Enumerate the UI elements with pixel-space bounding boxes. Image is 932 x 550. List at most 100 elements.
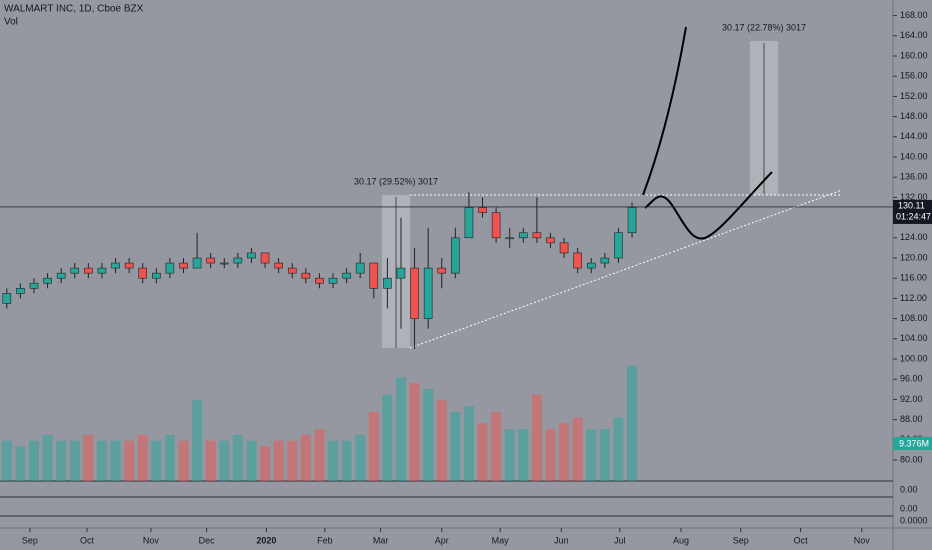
range-label: 30.17 (29.52%) 3017 [354,176,438,186]
volume-bar [395,377,406,481]
candle-body [478,207,487,213]
y-tick-label: 156.00 [900,71,928,81]
x-tick-label: Oct [80,535,95,545]
x-tick-label: Jul [614,535,626,545]
volume-bar [273,440,284,481]
candle-body [287,267,297,274]
volume-label-box [893,437,932,450]
volume-bar [69,440,80,481]
pane-tick-label: 0.00 [900,484,918,494]
candle-body [179,262,188,269]
x-tick-label: Jun [554,535,569,545]
x-tick-label: Nov [143,535,160,545]
candle-body [532,232,542,239]
volume-bar [219,440,230,481]
candle-body [219,262,229,265]
candle-body [464,207,474,239]
x-tick-label: Sep [22,535,38,545]
y-tick-label: 116.00 [900,273,927,283]
volume-title: Vol [4,17,18,28]
y-tick-label: 108.00 [900,313,928,323]
y-tick-label: 140.00 [900,151,928,161]
y-tick-label: 92.00 [900,394,923,404]
x-tick-label: Feb [317,535,333,545]
volume-bar [42,434,53,481]
candle-body [70,267,80,274]
candle-body [97,267,107,274]
y-tick-label: 112.00 [900,293,927,303]
candle-body [328,277,338,284]
volume-bar [28,440,39,481]
candle-body [586,262,596,269]
volume-bar [1,440,12,481]
volume-bar [613,417,624,481]
volume-bar [15,446,26,481]
candle-body [29,282,39,289]
volume-bar [423,388,434,481]
candle-body [206,257,215,264]
volume-bar [409,383,420,481]
volume-bar [328,440,339,481]
candle-body [614,232,623,259]
x-tick-label: 2020 [256,535,276,545]
volume-bar [504,429,515,481]
candle-body [410,267,419,319]
x-tick-label: Nov [854,535,871,545]
candle-body [2,293,12,304]
volume-bar [531,394,542,481]
volume-bar [56,440,67,481]
candle-body [274,262,283,269]
y-tick-label: 144.00 [900,131,928,141]
y-tick-label: 104.00 [900,333,928,343]
candle-body [233,257,243,264]
volume-bar [96,440,107,481]
pane-tick-label: 0.00 [900,503,918,513]
candle-body [546,237,555,244]
candle-body [43,277,52,284]
volume-bar [355,434,366,481]
x-tick-label: May [492,535,510,545]
volume-bar [477,423,488,481]
y-tick-label: 124.00 [900,232,928,242]
volume-bar [599,429,610,481]
volume-bar [192,400,203,481]
x-tick-label: Sep [733,535,749,545]
x-tick-label: Aug [673,535,689,545]
volume-bar [341,440,352,481]
y-tick-label: 80.00 [900,454,923,464]
candle-body [84,267,93,274]
volume-bar [300,434,311,481]
candle-body [423,267,433,319]
volume-bar [205,440,216,481]
support-line [409,189,843,349]
candle-body [437,267,447,274]
y-tick-label: 148.00 [900,111,928,121]
candle-body [301,272,311,279]
x-tick-label: Oct [794,535,809,545]
candle-body [451,237,460,274]
candle-body [342,272,351,279]
volume-bar [436,400,447,481]
candle-body [396,267,406,279]
candle-body [505,237,515,240]
candle-body [247,252,256,259]
volume-bar [164,434,175,481]
y-tick-label: 96.00 [900,374,923,384]
y-tick-label: 164.00 [900,30,928,40]
volume-bar [260,446,271,481]
candle-body [152,272,161,279]
volume-bar [559,423,570,481]
candle-body [355,262,365,274]
y-tick-label: 168.00 [900,10,928,20]
volume-bar [586,429,597,481]
volume-bar [368,411,379,481]
candle-body [383,277,392,289]
projection-curve [642,26,687,196]
y-tick-label: 132.00 [900,192,928,202]
price-label-box [893,199,932,224]
volume-bar [627,365,638,481]
countdown-label: 01:24:47 [896,211,931,221]
volume-bar [246,440,257,481]
candle-body [573,252,582,269]
candle-body [491,212,501,239]
